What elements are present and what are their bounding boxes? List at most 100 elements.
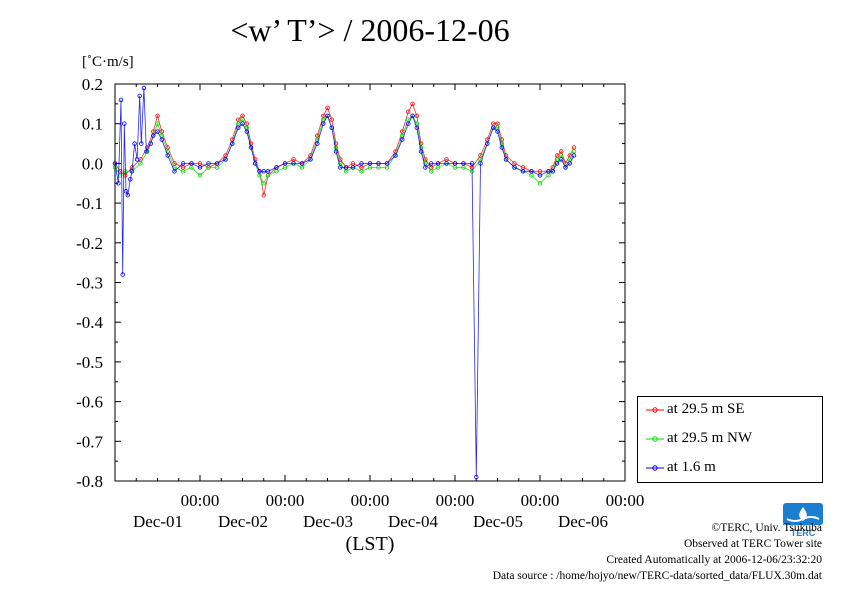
x-tick-date-label: Dec-01 bbox=[133, 512, 183, 531]
data-point-series-2 bbox=[112, 161, 118, 166]
data-point-series-2 bbox=[189, 161, 194, 166]
y-tick-label: -0.3 bbox=[76, 274, 103, 293]
credits: ©TERC, Univ. Tsukuba Observed at TERC To… bbox=[493, 520, 822, 584]
data-point-series-2 bbox=[499, 145, 504, 150]
data-point-series-2 bbox=[274, 165, 279, 170]
data-point-series-2 bbox=[359, 161, 364, 166]
legend-label: at 29.5 m SE bbox=[667, 401, 745, 417]
data-point-series-2 bbox=[206, 161, 211, 166]
data-point-series-2 bbox=[529, 169, 534, 174]
plot-frame bbox=[114, 83, 626, 482]
data-point-series-2 bbox=[137, 93, 142, 99]
data-point-series-2 bbox=[520, 169, 526, 174]
data-point-series-0 bbox=[491, 121, 496, 126]
data-point-series-2 bbox=[123, 188, 129, 194]
data-point-series-2 bbox=[537, 173, 543, 178]
data-point-series-1 bbox=[359, 169, 364, 174]
data-point-series-2 bbox=[563, 165, 568, 170]
x-tick-time-label: 00:00 bbox=[266, 491, 305, 510]
data-point-series-1 bbox=[429, 169, 434, 174]
legend-item-29-5m-nw: at 29.5 m NW bbox=[646, 430, 752, 447]
data-point-series-2 bbox=[444, 161, 449, 166]
data-point-series-2 bbox=[236, 125, 241, 130]
data-point-series-2 bbox=[512, 165, 517, 170]
data-point-series-2 bbox=[554, 161, 560, 166]
data-point-series-2 bbox=[165, 153, 170, 158]
data-point-series-2 bbox=[567, 161, 572, 166]
data-point-series-0 bbox=[495, 121, 500, 126]
x-tick-date-label: Dec-03 bbox=[303, 512, 353, 531]
x-tick-time-label: 00:00 bbox=[521, 491, 560, 510]
data-point-series-2 bbox=[122, 121, 127, 126]
x-tick-time-label: 00:00 bbox=[436, 491, 475, 510]
data-point-series-2 bbox=[230, 141, 235, 146]
data-point-series-2 bbox=[367, 161, 373, 166]
data-point-series-2 bbox=[252, 161, 258, 166]
data-point-series-0 bbox=[406, 109, 411, 114]
x-tick-date-label: Dec-06 bbox=[558, 512, 608, 531]
data-point-series-2 bbox=[329, 125, 334, 130]
data-point-series-2 bbox=[384, 161, 390, 166]
series-line-0 bbox=[114, 102, 575, 196]
x-tick-date-label: Dec-02 bbox=[218, 512, 268, 531]
data-point-series-2 bbox=[400, 137, 405, 142]
data-point-series-0 bbox=[410, 101, 415, 107]
data-point-series-2 bbox=[129, 169, 135, 174]
data-point-series-1 bbox=[236, 121, 241, 126]
y-tick-label: -0.4 bbox=[76, 313, 103, 332]
data-point-series-2 bbox=[571, 153, 577, 158]
data-point-series-2 bbox=[244, 129, 249, 134]
x-tick-date-label: Dec-04 bbox=[388, 512, 439, 531]
data-point-series-2 bbox=[134, 157, 140, 162]
data-point-series-1 bbox=[197, 173, 203, 178]
data-point-series-2 bbox=[344, 165, 349, 170]
data-point-series-2 bbox=[485, 141, 490, 146]
legend-item-1-6m: at 1.6 m bbox=[646, 459, 716, 476]
data-point-series-2 bbox=[148, 141, 153, 146]
data-point-series-2 bbox=[469, 161, 475, 166]
data-point-series-2 bbox=[410, 113, 415, 118]
data-point-series-1 bbox=[138, 161, 143, 166]
data-point-series-2 bbox=[120, 272, 125, 277]
data-point-series-2 bbox=[333, 149, 339, 154]
legend-label: at 1.6 m bbox=[667, 459, 716, 475]
data-point-series-2 bbox=[559, 157, 564, 162]
legend-item-29-5m-se: at 29.5 m SE bbox=[646, 401, 745, 418]
data-point-series-2 bbox=[414, 125, 419, 130]
y-tick-label: 0.0 bbox=[82, 154, 103, 173]
data-point-series-2 bbox=[151, 133, 156, 138]
data-point-series-2 bbox=[495, 129, 500, 134]
data-point-series-1 bbox=[155, 121, 160, 126]
credit-created: Created Automatically at 2006-12-06/23:3… bbox=[606, 554, 822, 566]
data-point-series-2 bbox=[248, 145, 254, 150]
data-point-series-2 bbox=[503, 157, 509, 162]
data-point-series-1 bbox=[537, 181, 543, 186]
data-point-series-0 bbox=[261, 192, 266, 198]
y-tick-label: -0.2 bbox=[76, 234, 103, 253]
data-point-series-2 bbox=[282, 161, 288, 166]
data-point-series-2 bbox=[180, 161, 186, 166]
x-axis-label: (LST) bbox=[345, 533, 395, 555]
data-point-series-2 bbox=[429, 161, 434, 166]
data-point-series-2 bbox=[321, 121, 326, 126]
data-point-series-2 bbox=[139, 141, 144, 146]
data-point-series-2 bbox=[118, 97, 124, 103]
data-point-series-1 bbox=[261, 181, 266, 186]
data-point-series-2 bbox=[125, 192, 130, 198]
data-point-series-2 bbox=[144, 149, 149, 154]
data-point-series-2 bbox=[214, 161, 220, 166]
data-point-series-2 bbox=[116, 181, 121, 186]
legend-marker-green bbox=[646, 435, 664, 442]
x-tick-date-label: Dec-05 bbox=[473, 512, 523, 531]
terc-logo-icon: TERC bbox=[783, 503, 823, 538]
y-axis-unit-label: [˚C·m/s] bbox=[82, 54, 134, 70]
data-point-series-2 bbox=[265, 169, 271, 174]
data-point-series-2 bbox=[197, 165, 203, 170]
data-point-series-2 bbox=[452, 161, 458, 166]
y-tick-label: 0.2 bbox=[82, 75, 103, 94]
x-tick-time-label: 00:00 bbox=[351, 491, 390, 510]
x-tick-time-label: 00:00 bbox=[606, 491, 645, 510]
data-point-series-2 bbox=[406, 121, 411, 126]
data-point-series-2 bbox=[435, 161, 441, 166]
